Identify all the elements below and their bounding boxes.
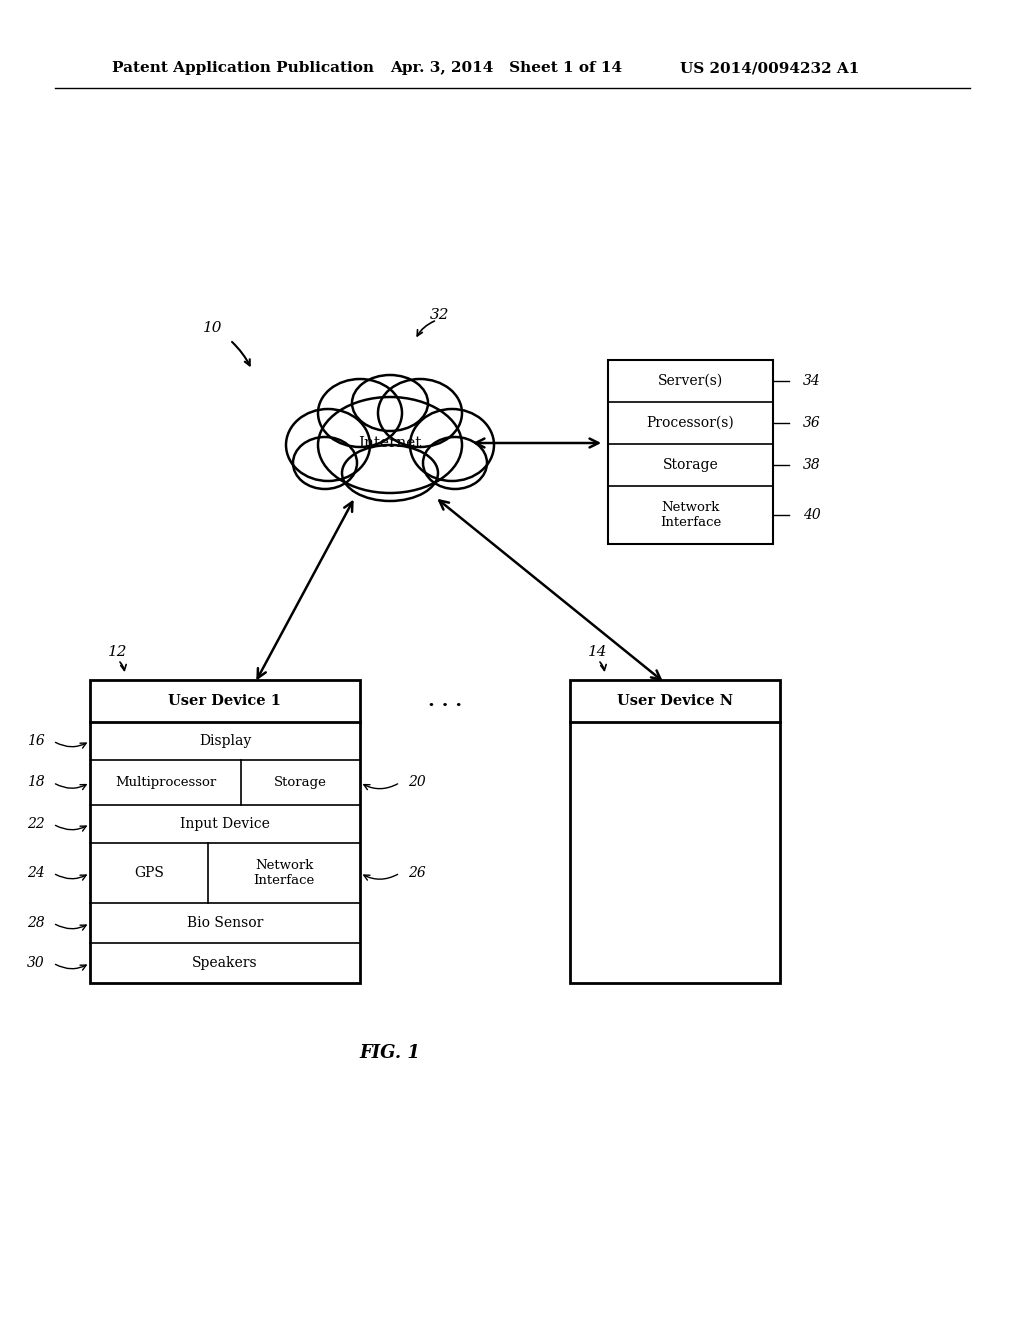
Text: 18: 18 — [28, 776, 45, 789]
Text: Internet: Internet — [358, 436, 422, 450]
Text: 22: 22 — [28, 817, 45, 832]
Text: Multiprocessor: Multiprocessor — [115, 776, 216, 789]
Text: 10: 10 — [203, 321, 223, 335]
Ellipse shape — [318, 397, 462, 492]
Text: 20: 20 — [408, 776, 426, 789]
Ellipse shape — [286, 409, 370, 480]
Text: FIG. 1: FIG. 1 — [359, 1044, 421, 1063]
Text: 40: 40 — [803, 508, 821, 521]
Text: . . .: . . . — [428, 692, 462, 710]
Text: Speakers: Speakers — [193, 956, 258, 970]
Text: 16: 16 — [28, 734, 45, 748]
Text: 12: 12 — [108, 645, 128, 659]
Text: 38: 38 — [803, 458, 821, 473]
Ellipse shape — [318, 379, 402, 447]
Ellipse shape — [293, 437, 357, 488]
Text: Network
Interface: Network Interface — [253, 859, 314, 887]
Bar — [90, 680, 360, 983]
Text: 26: 26 — [408, 866, 426, 880]
Bar — [570, 680, 780, 983]
Text: Server(s): Server(s) — [657, 374, 723, 388]
Ellipse shape — [410, 409, 494, 480]
Text: 24: 24 — [28, 866, 45, 880]
Text: US 2014/0094232 A1: US 2014/0094232 A1 — [680, 61, 859, 75]
Text: 14: 14 — [588, 645, 607, 659]
Text: Apr. 3, 2014   Sheet 1 of 14: Apr. 3, 2014 Sheet 1 of 14 — [390, 61, 623, 75]
Text: 36: 36 — [803, 416, 821, 430]
Ellipse shape — [342, 445, 438, 502]
Ellipse shape — [378, 379, 462, 447]
Text: 32: 32 — [430, 308, 450, 322]
Text: Storage: Storage — [274, 776, 327, 789]
Text: Display: Display — [199, 734, 251, 748]
Text: Bio Sensor: Bio Sensor — [186, 916, 263, 931]
Ellipse shape — [352, 375, 428, 432]
Text: Network
Interface: Network Interface — [659, 502, 721, 529]
Text: GPS: GPS — [134, 866, 164, 880]
Ellipse shape — [423, 437, 487, 488]
Text: 34: 34 — [803, 374, 821, 388]
Text: 28: 28 — [28, 916, 45, 931]
Text: 30: 30 — [28, 956, 45, 970]
Text: User Device 1: User Device 1 — [169, 694, 282, 708]
Text: Processor(s): Processor(s) — [646, 416, 734, 430]
Text: Patent Application Publication: Patent Application Publication — [112, 61, 374, 75]
Text: Storage: Storage — [663, 458, 719, 473]
Text: Input Device: Input Device — [180, 817, 270, 832]
Bar — [608, 360, 773, 544]
Text: User Device N: User Device N — [616, 694, 733, 708]
